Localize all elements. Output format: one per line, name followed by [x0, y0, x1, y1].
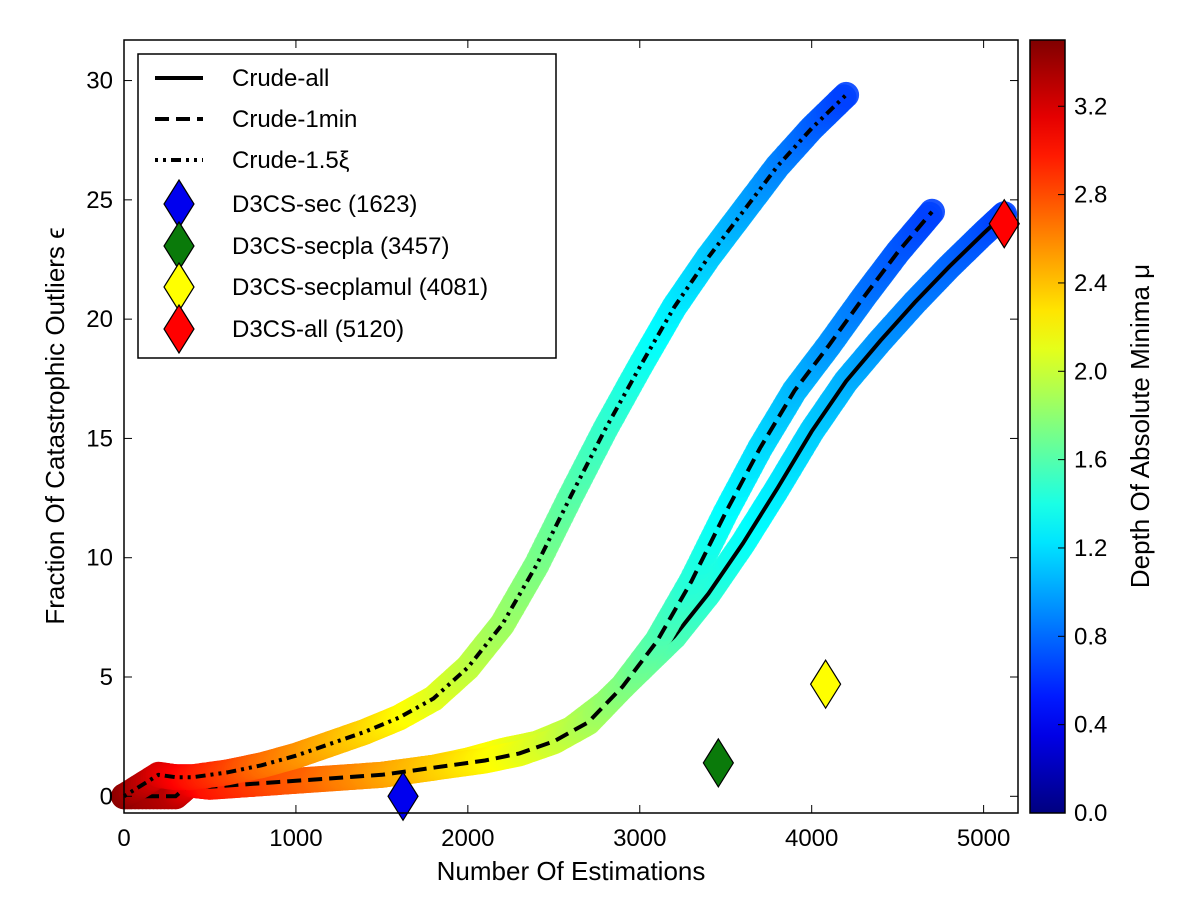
marker-point — [702, 737, 735, 789]
marker-point — [988, 198, 1020, 249]
colorbar-tick-label: 2.0 — [1074, 358, 1107, 385]
marker-layer — [387, 198, 1020, 822]
colorbar-tick-label: 3.2 — [1074, 93, 1107, 120]
colorbar-tick-label: 0.0 — [1074, 800, 1107, 827]
legend-label: D3CS-all (5120) — [232, 316, 404, 343]
y-tick-label: 25 — [86, 187, 113, 214]
plot-frame — [123, 39, 1019, 814]
series-point — [833, 81, 860, 108]
series-Crude-1.5ξ — [111, 81, 860, 810]
legend-label: Crude-1min — [232, 106, 357, 133]
legend-marker-D3CS-all (5120) — [163, 303, 195, 355]
y-tick-label: 10 — [86, 545, 113, 572]
colorbar-ticks: 0.0 0.4 0.8 1.2 1.6 2.0 2.4 2.8 3.2 — [1058, 93, 1107, 827]
colorbar-tick-label: 1.2 — [1074, 535, 1107, 562]
y-tick-label: 0 — [100, 783, 113, 810]
y-tick-label: 30 — [86, 68, 113, 95]
legend-box — [137, 53, 557, 359]
y-tick-label: 5 — [100, 664, 113, 691]
y-tick-label: 20 — [86, 306, 113, 333]
legend-label: Crude-1.5ξ — [232, 147, 350, 174]
marker-point — [387, 771, 419, 822]
x-tick-label: 4000 — [785, 825, 838, 852]
x-axis-label: Number Of Estimations — [437, 856, 706, 886]
x-tick-label: 0 — [117, 825, 130, 852]
colorbar-tick-label: 2.8 — [1074, 182, 1107, 209]
legend-label: D3CS-secpla (3457) — [232, 233, 449, 260]
marker-point — [809, 659, 842, 710]
tick-layer: 0 1000 2000 3000 4000 5000 0 5 10 15 20 25 30 — [86, 40, 1018, 852]
series-layer — [111, 81, 1018, 810]
colorbar — [1029, 39, 1066, 814]
x-tick-label: 5000 — [957, 825, 1010, 852]
y-axis-label: Fraction Of Catastrophic Outliers ϵ — [40, 227, 70, 624]
y-tick-label: 15 — [86, 425, 113, 452]
colorbar-label: Depth Of Absolute Minima μ — [1125, 264, 1155, 588]
x-tick-label: 3000 — [613, 825, 666, 852]
legend-label: D3CS-sec (1623) — [232, 191, 417, 218]
colorbar-tick-label: 1.6 — [1074, 447, 1107, 474]
colorbar-tick-label: 0.4 — [1074, 712, 1107, 739]
colorbar-tick-label: 0.8 — [1074, 623, 1107, 650]
legend: Crude-all Crude-1min Crude-1.5ξ D3CS-sec (1… — [137, 53, 557, 359]
x-tick-label: 1000 — [269, 825, 322, 852]
legend-label: Crude-all — [232, 65, 329, 92]
series-line — [124, 210, 934, 799]
colorbar-tick-label: 2.4 — [1074, 270, 1107, 297]
legend-label: D3CS-secplamul (4081) — [232, 274, 488, 301]
x-tick-label: 2000 — [441, 825, 494, 852]
